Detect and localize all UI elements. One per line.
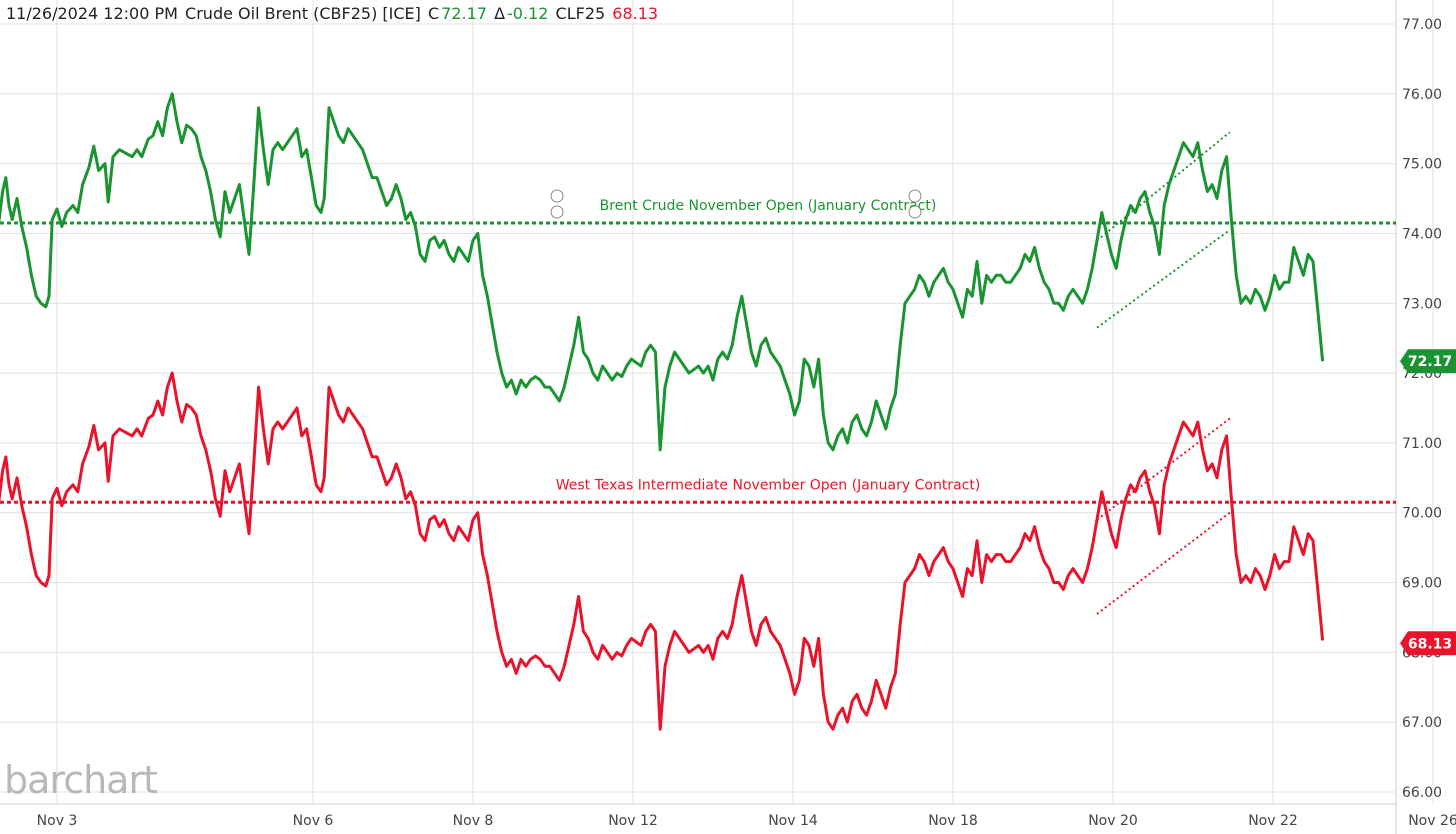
wti-last-price-tag-label: 68.13: [1408, 636, 1452, 652]
header-close-value: 72.17: [441, 4, 487, 23]
header-change-value: -0.12: [507, 4, 549, 23]
brent-last-price-tag: [1400, 349, 1456, 374]
x-tick-label: Nov 3: [37, 813, 78, 829]
brent-price-line[interactable]: [0, 92, 1325, 452]
brent-channel-upper[interactable]: [1096, 131, 1231, 242]
header-change-prefix: Δ: [494, 4, 506, 23]
barchart-logo: barchart: [4, 758, 158, 802]
y-tick-label: 66.00: [1402, 785, 1442, 801]
x-tick-label: Nov 18: [928, 813, 978, 829]
y-tick-label: 75.00: [1402, 157, 1442, 173]
chart-header: 11/26/2024 12:00 PM Crude Oil Brent (CBF…: [6, 4, 660, 23]
header-instrument[interactable]: Crude Oil Brent (CBF25) [ICE]: [185, 4, 421, 23]
wti-last-price-tag: [1400, 631, 1456, 656]
y-tick-label: 74.00: [1402, 226, 1442, 242]
annotation-handle-icon[interactable]: [550, 205, 564, 219]
brent-last-price-tag-label: 72.17: [1408, 354, 1452, 370]
annotation-handle-icon[interactable]: [908, 205, 922, 219]
annotation-handle-icon[interactable]: [908, 189, 922, 203]
y-tick-label: 77.00: [1402, 17, 1442, 33]
brent-open-label: Brent Crude November Open (January Contr…: [600, 198, 937, 214]
y-tick-label: 71.00: [1402, 436, 1442, 452]
header-compare-symbol[interactable]: CLF25: [555, 4, 606, 23]
y-tick-label: 67.00: [1402, 715, 1442, 731]
header-compare-value: 68.13: [612, 4, 659, 23]
header-close-prefix: C: [428, 4, 440, 23]
wti-price-line[interactable]: [0, 371, 1325, 731]
y-tick-label: 70.00: [1402, 506, 1442, 522]
y-tick-label: 69.00: [1402, 576, 1442, 592]
wti-channel-lower[interactable]: [1096, 511, 1231, 615]
brent-channel-lower[interactable]: [1096, 229, 1231, 329]
y-tick-label: 73.00: [1402, 296, 1442, 312]
wti-open-label: West Texas Intermediate November Open (J…: [556, 477, 981, 493]
x-tick-label: Nov 14: [768, 813, 818, 829]
annotation-handle-icon[interactable]: [550, 189, 564, 203]
y-tick-label: 76.00: [1402, 87, 1442, 103]
x-tick-label: Nov 6: [293, 813, 334, 829]
x-tick-label: Nov 22: [1248, 813, 1298, 829]
x-tick-label: Nov 12: [608, 813, 658, 829]
x-tick-label: Nov 8: [453, 813, 494, 829]
x-tick-label: Nov 20: [1088, 813, 1138, 829]
x-tick-label: Nov 26: [1408, 813, 1456, 829]
header-datetime: 11/26/2024 12:00 PM: [6, 4, 178, 23]
